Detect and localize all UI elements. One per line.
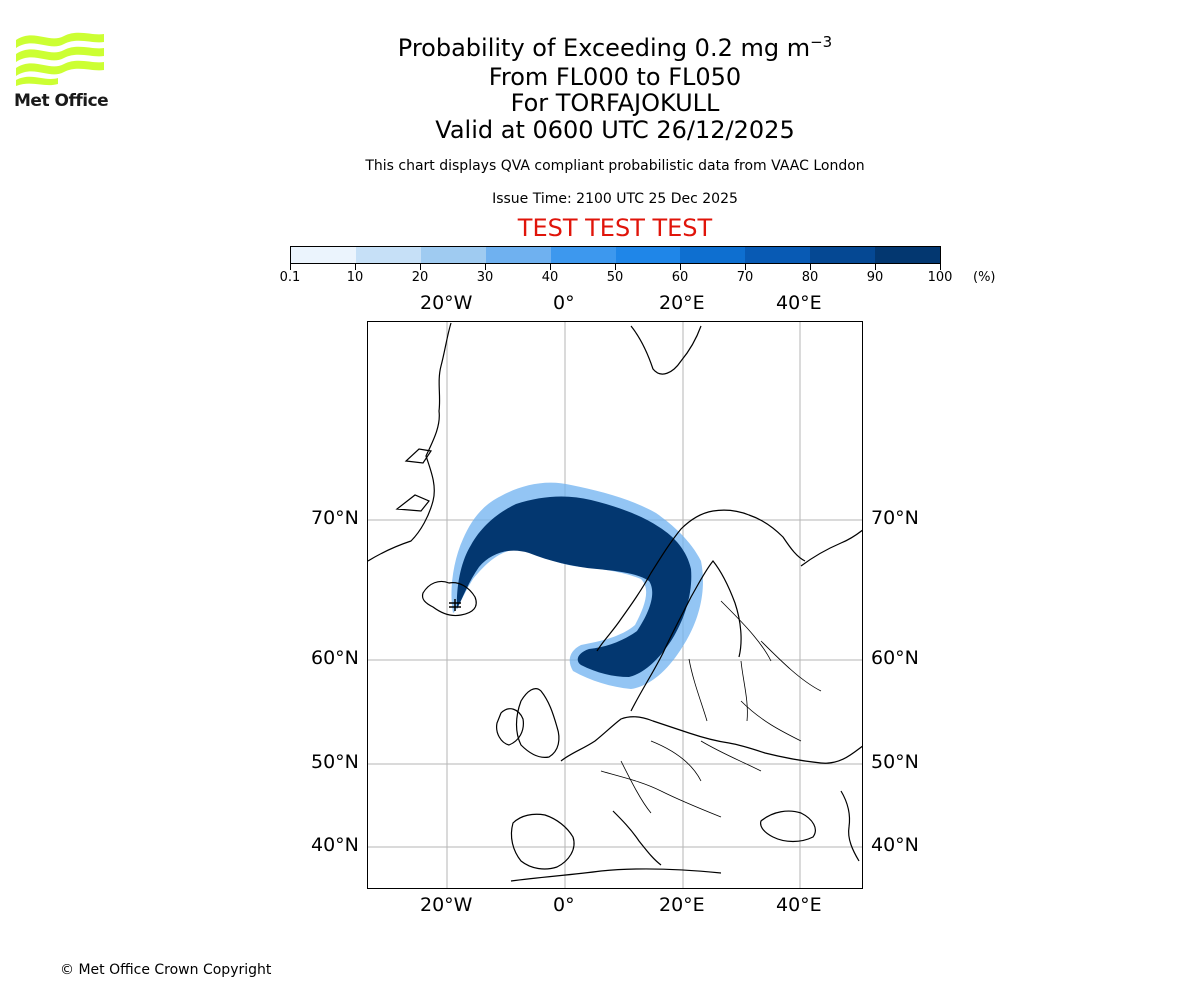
colorbar-ticks: 0.1 10 20 30 40 50 60 70 80 90 100: [280, 264, 952, 288]
ash-plume-core: [456, 496, 692, 677]
colorbar-segment: [420, 247, 486, 263]
probability-colorbar: [290, 246, 941, 264]
flight-level-range: From FL000 to FL050: [488, 63, 742, 91]
coastlines: [368, 322, 862, 882]
volcano-marker: [449, 599, 461, 611]
colorbar-segment: [615, 247, 681, 263]
colorbar-segment: [355, 247, 421, 263]
colorbar-tick: [875, 264, 876, 270]
colorbar-tick: [420, 264, 421, 270]
lat-label-left-50n: 50°N: [311, 751, 359, 773]
coast-svalbard: [630, 325, 702, 375]
chart-description: This chart displays QVA compliant probab…: [365, 158, 865, 174]
lat-label-right-50n: 50°N: [871, 751, 919, 773]
coast-black-sea: [760, 810, 816, 843]
colorbar-tick-label: 80: [801, 270, 819, 285]
coast-iberia: [510, 813, 575, 870]
map-gridlines: [368, 322, 862, 888]
colorbar-tick: [485, 264, 486, 270]
coast-norway: [596, 509, 806, 652]
lat-label-right-40n: 40°N: [871, 834, 919, 856]
colorbar-tick-label: 10: [346, 270, 364, 285]
met-office-logo-text: Met Office: [14, 91, 109, 111]
coast-great-britain: [515, 688, 560, 758]
colorbar-segment: [810, 247, 876, 263]
lon-label-top-20e: 20°E: [659, 292, 705, 314]
lon-label-bottom-0: 0°: [553, 894, 575, 916]
country-borders: [600, 600, 822, 818]
lon-label-top-0: 0°: [553, 292, 575, 314]
colorbar-tick-label: 70: [736, 270, 754, 285]
lon-label-top-20w: 20°W: [420, 292, 473, 314]
colorbar-tick: [355, 264, 356, 270]
colorbar-tick-label: 40: [541, 270, 559, 285]
lat-label-right-60n: 60°N: [871, 647, 919, 669]
chart-title-exponent: −3: [810, 33, 833, 51]
colorbar-segment: [875, 247, 941, 263]
colorbar-tick: [615, 264, 616, 270]
colorbar-unit: (%): [973, 270, 996, 285]
lon-label-bottom-40e: 40°E: [776, 894, 822, 916]
chart-title-main: Probability of Exceeding 0.2 mg m: [397, 34, 811, 62]
colorbar-segment: [291, 247, 356, 263]
met-office-wave-icon: [16, 32, 104, 86]
copyright-notice: © Met Office Crown Copyright: [60, 962, 272, 978]
coast-kola: [800, 529, 862, 567]
lat-label-left-70n: 70°N: [311, 507, 359, 529]
coast-greenland: [368, 322, 452, 562]
chart-title: Probability of Exceeding 0.2 mg m−3: [398, 28, 832, 62]
map-frame: [367, 321, 863, 889]
lat-label-left-40n: 40°N: [311, 834, 359, 856]
lon-label-bottom-20e: 20°E: [659, 894, 705, 916]
colorbar-segment: [550, 247, 616, 263]
valid-time: Valid at 0600 UTC 26/12/2025: [435, 116, 795, 144]
colorbar-tick: [680, 264, 681, 270]
colorbar-tick-label: 30: [476, 270, 494, 285]
coast-europe: [560, 716, 862, 764]
coast-ireland: [496, 708, 524, 746]
colorbar-tick: [745, 264, 746, 270]
coast-baltic: [630, 560, 742, 712]
test-banner: TEST TEST TEST: [517, 214, 713, 242]
lon-label-bottom-20w: 20°W: [420, 894, 473, 916]
colorbar-tick: [290, 264, 291, 270]
lat-label-right-70n: 70°N: [871, 507, 919, 529]
coast-italy: [612, 810, 662, 866]
colorbar-tick-label: 50: [606, 270, 624, 285]
map-canvas: [368, 322, 862, 888]
colorbar-tick: [550, 264, 551, 270]
colorbar-tick-label: 100: [927, 270, 953, 285]
issue-time: Issue Time: 2100 UTC 25 Dec 2025: [492, 191, 738, 207]
lon-label-top-40e: 40°E: [776, 292, 822, 314]
colorbar-segment: [680, 247, 746, 263]
colorbar-tick-label: 20: [411, 270, 429, 285]
met-office-logo: Met Office: [14, 30, 114, 112]
coast-africa: [510, 868, 722, 882]
colorbar-segment: [745, 247, 811, 263]
coast-iceland: [421, 580, 477, 617]
colorbar-tick-label: 0.1: [279, 270, 301, 285]
colorbar-tick-label: 90: [866, 270, 884, 285]
colorbar-tick: [940, 264, 941, 270]
lat-label-left-60n: 60°N: [311, 647, 359, 669]
colorbar-segment: [485, 247, 551, 263]
colorbar-tick-label: 60: [671, 270, 689, 285]
ash-plume: [451, 482, 703, 689]
coast-caspian: [840, 790, 860, 862]
volcano-name: For TORFAJOKULL: [510, 89, 720, 117]
colorbar-tick: [810, 264, 811, 270]
